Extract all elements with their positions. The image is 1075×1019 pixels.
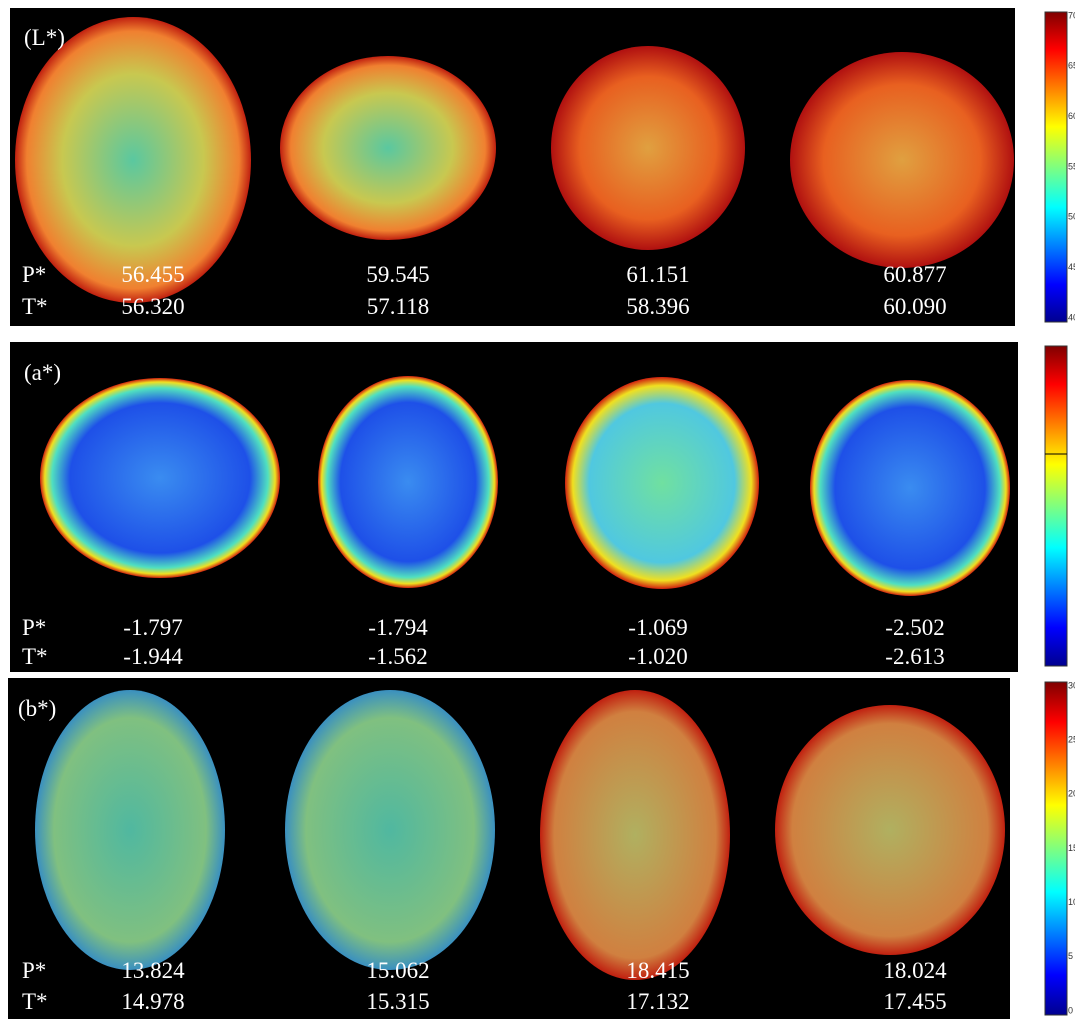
row-label: T* bbox=[22, 644, 48, 669]
colorbar-tick-label: 60 bbox=[1068, 111, 1075, 121]
colorbar-tick-label: 50 bbox=[1068, 212, 1075, 222]
sample-image bbox=[318, 376, 498, 588]
t-value: -1.944 bbox=[123, 644, 183, 669]
sample-image bbox=[810, 380, 1010, 596]
t-value: 57.118 bbox=[367, 294, 429, 319]
row-label: T* bbox=[22, 294, 48, 319]
p-value: 15.062 bbox=[366, 958, 429, 983]
t-value: -2.613 bbox=[885, 644, 944, 669]
sample-image bbox=[15, 17, 251, 303]
row-label: P* bbox=[22, 615, 46, 640]
t-value: 15.315 bbox=[366, 989, 429, 1014]
colorbar-tick-label: 15 bbox=[1068, 843, 1075, 853]
colorbar bbox=[1045, 682, 1067, 1015]
colorbar-tick-label: 70 bbox=[1068, 10, 1075, 20]
colorbar bbox=[1045, 346, 1067, 666]
sample-image bbox=[540, 690, 730, 980]
p-value: -1.794 bbox=[368, 615, 428, 640]
colorbar-tick-label: 40 bbox=[1068, 312, 1075, 322]
row-label: P* bbox=[22, 958, 46, 983]
sample-image bbox=[565, 377, 759, 589]
t-value: -1.020 bbox=[628, 644, 687, 669]
panel-label: (a*) bbox=[24, 360, 61, 385]
colorbar-tick-label: 45 bbox=[1068, 262, 1075, 272]
t-value: 56.320 bbox=[121, 294, 184, 319]
sample-image bbox=[790, 52, 1014, 268]
p-value: 61.151 bbox=[626, 262, 689, 287]
sample-image bbox=[775, 705, 1005, 955]
colorbars bbox=[1045, 12, 1067, 1015]
sample-image bbox=[40, 378, 280, 578]
t-value: 58.396 bbox=[626, 294, 689, 319]
p-value: -1.797 bbox=[123, 615, 182, 640]
colorbar-tick-label: 20 bbox=[1068, 789, 1075, 799]
p-value: 59.545 bbox=[366, 262, 429, 287]
t-value: -1.562 bbox=[368, 644, 427, 669]
panel-label: (L*) bbox=[24, 25, 65, 50]
p-value: 13.824 bbox=[121, 958, 185, 983]
p-value: 60.877 bbox=[883, 262, 946, 287]
sample-image bbox=[285, 690, 495, 970]
colorbar-tick-label: 25 bbox=[1068, 735, 1075, 745]
colorbar-tick-label: 55 bbox=[1068, 161, 1075, 171]
colorbar bbox=[1045, 12, 1067, 322]
t-value: 17.455 bbox=[883, 989, 946, 1014]
sample-image bbox=[280, 56, 496, 240]
figure: (L*)P*T*56.45559.54561.15160.87756.32057… bbox=[0, 0, 1075, 1019]
colorbar-tick-label: 5 bbox=[1068, 951, 1073, 961]
sample-image bbox=[35, 690, 225, 970]
p-value: -2.502 bbox=[885, 615, 944, 640]
row-label: P* bbox=[22, 262, 46, 287]
colorbar-tick-label: 10 bbox=[1068, 897, 1075, 907]
t-value: 17.132 bbox=[626, 989, 689, 1014]
t-value: 60.090 bbox=[883, 294, 946, 319]
p-value: 18.024 bbox=[883, 958, 947, 983]
sample-image bbox=[551, 46, 745, 250]
p-value: 56.455 bbox=[121, 262, 184, 287]
panel-label: (b*) bbox=[18, 696, 56, 721]
colorbar-tick-label: 65 bbox=[1068, 61, 1075, 71]
colorbar-tick-label: 30 bbox=[1068, 680, 1075, 690]
p-value: 18.415 bbox=[626, 958, 689, 983]
p-value: -1.069 bbox=[628, 615, 687, 640]
row-label: T* bbox=[22, 989, 48, 1014]
colorbar-tick-label: 0 bbox=[1068, 1005, 1073, 1015]
t-value: 14.978 bbox=[121, 989, 184, 1014]
